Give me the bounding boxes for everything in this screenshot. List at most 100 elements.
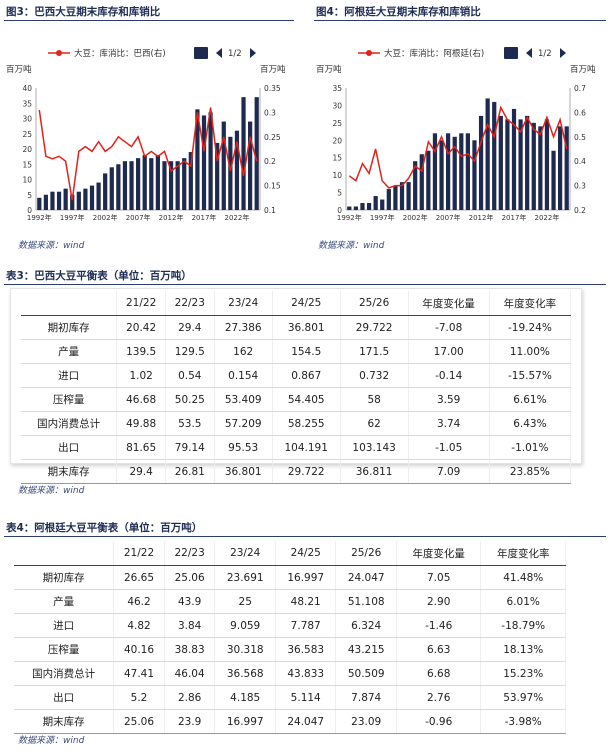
fig3-rule — [4, 20, 294, 21]
table-row: 期末库存 25.06 23.9 16.997 24.047 23.09 -0.96 -3.98… — [14, 709, 566, 734]
fig4-source: 数据来源：wind — [318, 241, 385, 251]
table-cell: 7.787 — [275, 613, 337, 638]
row-label: 压榨量 — [21, 387, 118, 412]
table4: 21/22 22/23 23/24 24/25 25/26 年度变化量 年度变化率 期初库存 2… — [14, 541, 566, 734]
table3-rule — [4, 284, 606, 285]
table-cell: 40.16 — [113, 637, 165, 662]
table-row: 期初库存 20.42 29.4 27.386 36.801 29.722 -7.08 -19.… — [21, 315, 572, 340]
table-cell: -1.46 — [396, 613, 482, 638]
y-left-tick-label: 40 — [22, 84, 32, 93]
y-right-tick-label: 0.4 — [574, 157, 586, 166]
fig4-rule — [314, 20, 606, 21]
table-cell: 162 — [214, 339, 273, 364]
table3-title: 表3：巴西大豆平衡表（单位：百万吨） — [6, 270, 192, 282]
bar — [419, 154, 424, 210]
fig3-chart: 大豆：库消比：巴西(右) 1/2 百万吨 百万吨 0 5 10 15 20 25 30 35 40 0.1… — [6, 47, 286, 222]
y-left-unit: 百万吨 — [316, 64, 342, 75]
series-line — [348, 105, 568, 189]
x-tick-label: 2002年 — [93, 213, 118, 222]
table-cell: 81.65 — [116, 435, 166, 460]
table-cell: 24.047 — [275, 709, 337, 734]
table-cell: 7.874 — [335, 685, 397, 710]
table-cell: 139.5 — [116, 339, 166, 364]
bar — [538, 126, 543, 210]
bar — [551, 150, 556, 210]
prev-page-icon[interactable] — [526, 48, 532, 58]
bar — [162, 161, 167, 210]
column-header: 年度变化量 — [396, 541, 482, 566]
bar — [399, 182, 405, 210]
table-cell: 29.4 — [116, 459, 166, 484]
table-cell: 36.568 — [214, 661, 276, 686]
y-left-tick-label: 15 — [332, 154, 342, 163]
bar — [393, 185, 398, 210]
table-cell: 48.21 — [275, 589, 337, 614]
bar — [83, 188, 88, 210]
next-page-icon[interactable] — [560, 48, 566, 58]
fig4-title: 图4：阿根廷大豆期末库存和库销比 — [316, 6, 481, 18]
table-cell: 30.318 — [214, 637, 276, 662]
bar — [498, 115, 503, 210]
table-cell: 154.5 — [272, 339, 341, 364]
x-tick-label: 1997年 — [60, 213, 85, 222]
table-cell: 3.74 — [408, 411, 490, 436]
y-right-tick-label: 0.2 — [264, 157, 276, 166]
bar — [182, 158, 187, 210]
prev-page-icon[interactable] — [216, 48, 222, 58]
bar — [63, 188, 68, 210]
y-right-unit: 百万吨 — [260, 64, 286, 75]
bar — [248, 121, 253, 210]
bar — [43, 194, 48, 210]
bar — [50, 191, 55, 210]
x-tick-label: 2007年 — [436, 213, 461, 222]
table-cell: 36.811 — [340, 459, 409, 484]
column-header: 22/23 — [165, 291, 215, 316]
bar — [76, 191, 81, 210]
x-tick-label: 2022年 — [535, 213, 560, 222]
bar — [446, 133, 451, 210]
x-tick-label: 1992年 — [337, 213, 362, 222]
table4-panel: 21/22 22/23 23/24 24/25 25/26 年度变化量 年度变化率 期初库存 2… — [14, 541, 566, 734]
table-cell: 2.86 — [164, 685, 216, 710]
table-cell: 62 — [340, 411, 409, 436]
table-cell: 11.00% — [489, 339, 572, 364]
y-left-tick-label: 20 — [22, 145, 32, 154]
table-row: 进口 4.82 3.84 9.059 7.787 6.324 -1.46 -18.79% — [14, 613, 566, 638]
y-right-tick-label: 0.3 — [574, 182, 586, 191]
column-header — [21, 291, 118, 316]
row-label: 出口 — [14, 685, 115, 710]
y-left-tick-label: 5 — [337, 189, 342, 198]
x-tick-label: 2017年 — [192, 213, 217, 222]
table-cell: 0.732 — [340, 363, 409, 388]
table-cell: 3.59 — [408, 387, 490, 412]
table-cell: 4.82 — [113, 613, 165, 638]
row-label: 国内消费总计 — [21, 411, 118, 436]
table-cell: 15.23% — [480, 661, 566, 686]
bar — [241, 97, 246, 210]
table-cell: 53.409 — [214, 387, 273, 412]
bar — [208, 112, 213, 210]
bar — [373, 196, 378, 210]
legend-bar-swatch — [504, 47, 518, 59]
table-cell: 18.13% — [480, 637, 566, 662]
bar — [103, 173, 108, 210]
y-left-tick-label: 30 — [22, 115, 32, 124]
row-label: 国内消费总计 — [14, 661, 115, 686]
row-label: 进口 — [21, 363, 118, 388]
column-header: 25/26 — [335, 541, 397, 566]
x-tick-label: 2012年 — [469, 213, 494, 222]
y-left-tick-label: 35 — [22, 99, 32, 108]
x-tick-label: 1997年 — [370, 213, 395, 222]
table-cell: 1.02 — [116, 363, 166, 388]
y-left-tick-label: 5 — [27, 191, 32, 200]
column-header: 年度变化率 — [480, 541, 566, 566]
bar — [70, 194, 75, 210]
bar — [136, 158, 141, 210]
bar — [439, 140, 444, 210]
table-cell: 104.191 — [272, 435, 341, 460]
y-right-unit: 百万吨 — [570, 64, 596, 75]
next-page-icon[interactable] — [250, 48, 256, 58]
bar — [155, 155, 160, 210]
table-cell: 7.09 — [408, 459, 490, 484]
x-tick-label: 2012年 — [159, 213, 184, 222]
